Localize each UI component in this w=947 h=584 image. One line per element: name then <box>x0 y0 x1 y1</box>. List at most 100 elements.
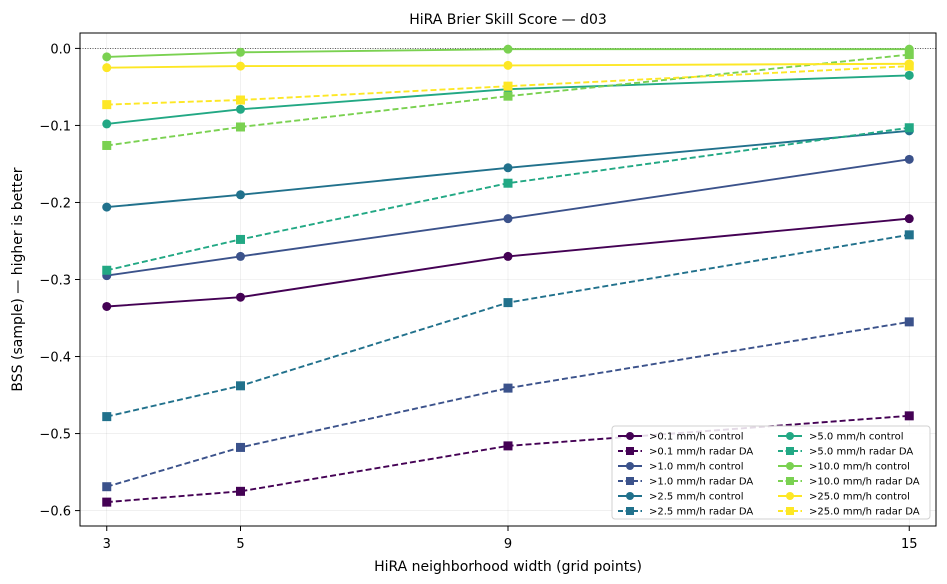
data-point-circle <box>503 163 513 173</box>
data-point-square <box>786 507 794 515</box>
legend-item: >0.1 mm/h radar DA <box>618 447 753 458</box>
x-tick-label: 5 <box>236 537 244 552</box>
data-point-square <box>102 140 112 150</box>
x-tick-label: 3 <box>103 537 111 552</box>
series <box>102 50 914 150</box>
legend-item: >1.0 mm/h control <box>618 462 744 473</box>
legend-item: >25.0 mm/h radar DA <box>778 507 920 518</box>
data-point-square <box>503 91 513 101</box>
series <box>102 70 914 129</box>
data-point-circle <box>102 202 112 212</box>
legend-item: >2.5 mm/h control <box>618 492 744 503</box>
legend-item: >2.5 mm/h radar DA <box>618 507 753 518</box>
series-line <box>106 217 910 308</box>
data-point-square <box>904 50 914 60</box>
legend-item: >25.0 mm/h control <box>778 492 910 503</box>
legend-label: >1.0 mm/h control <box>649 462 744 473</box>
legend-label: >5.0 mm/h radar DA <box>809 447 913 458</box>
data-point-circle <box>503 214 513 224</box>
data-point-square <box>102 497 112 507</box>
legend-label: >10.0 mm/h radar DA <box>809 477 920 488</box>
legend-item: >5.0 mm/h radar DA <box>778 447 913 458</box>
data-point-circle <box>236 251 245 261</box>
legend-item: >10.0 mm/h radar DA <box>778 477 920 488</box>
y-tick-label: −0.3 <box>39 274 71 289</box>
y-tick-label: −0.2 <box>39 196 71 211</box>
data-point-square <box>786 477 794 485</box>
data-point-circle <box>102 63 112 73</box>
data-point-circle <box>904 154 914 164</box>
series-line <box>106 74 910 125</box>
legend: >0.1 mm/h control >0.1 mm/h radar DA >1.0 … <box>611 425 931 520</box>
legend-label: >0.1 mm/h radar DA <box>649 447 753 458</box>
data-point-square <box>626 447 634 455</box>
data-point-circle <box>236 104 245 114</box>
data-point-square <box>503 441 513 451</box>
data-point-square <box>904 411 914 421</box>
legend-item: >0.1 mm/h control <box>618 432 744 443</box>
series-line <box>106 48 910 58</box>
data-point-circle <box>904 70 914 80</box>
legend-label: >10.0 mm/h control <box>809 462 910 473</box>
data-point-square <box>236 442 245 452</box>
series-line <box>106 53 910 147</box>
series-line <box>106 320 910 488</box>
data-point-square <box>904 61 914 71</box>
axes: 0.0 −0.1 −0.2 −0.3 −0.4 −0.5 −0.6 3 5 9 15 <box>39 42 917 552</box>
data-point-circle <box>503 251 513 261</box>
data-point-square <box>102 265 112 275</box>
legend-box <box>611 425 931 520</box>
data-point-circle <box>102 301 112 311</box>
series <box>102 123 914 275</box>
data-point-circle <box>904 214 914 224</box>
legend-item: >5.0 mm/h control <box>778 432 904 443</box>
data-point-circle <box>786 492 794 500</box>
legend-label: >1.0 mm/h radar DA <box>649 477 753 488</box>
legend-label: >25.0 mm/h control <box>809 492 910 503</box>
data-point-square <box>236 381 245 391</box>
series-line <box>106 233 910 418</box>
data-point-square <box>626 477 634 485</box>
series <box>102 317 914 492</box>
data-point-square <box>102 412 112 422</box>
data-point-circle <box>102 119 112 129</box>
legend-item: >1.0 mm/h radar DA <box>618 477 753 488</box>
y-tick-label: −0.1 <box>39 119 71 134</box>
data-point-square <box>503 178 513 188</box>
legend-label: >5.0 mm/h control <box>809 432 904 443</box>
data-point-square <box>786 447 794 455</box>
data-point-square <box>236 122 245 132</box>
data-point-square <box>503 383 513 393</box>
x-tick-label: 15 <box>901 537 918 552</box>
data-point-square <box>904 123 914 133</box>
data-point-square <box>236 95 245 105</box>
data-point-circle <box>786 432 794 440</box>
data-point-circle <box>503 60 513 70</box>
data-point-square <box>503 81 513 91</box>
data-point-circle <box>236 292 245 302</box>
x-tick-label: 9 <box>504 537 512 552</box>
data-point-square <box>102 482 112 492</box>
y-tick-label: −0.5 <box>39 428 71 443</box>
data-point-circle <box>626 432 634 440</box>
data-point-circle <box>236 190 245 200</box>
y-tick-label: 0.0 <box>50 42 71 57</box>
data-point-square <box>626 507 634 515</box>
legend-item: >10.0 mm/h control <box>778 462 910 473</box>
series-line <box>106 158 910 277</box>
y-tick-label: −0.4 <box>39 351 71 366</box>
data-point-circle <box>236 47 245 57</box>
data-point-square <box>503 298 513 308</box>
x-axis-label: HiRA neighborhood width (grid points) <box>374 559 642 575</box>
series <box>102 230 914 422</box>
data-point-square <box>236 486 245 496</box>
series <box>102 61 914 110</box>
series-line <box>106 65 910 106</box>
series-line <box>106 129 910 209</box>
legend-label: >2.5 mm/h control <box>649 492 744 503</box>
data-point-circle <box>236 61 245 71</box>
data-point-circle <box>102 52 112 62</box>
series-line <box>106 126 910 272</box>
chart-title: HiRA Brier Skill Score — d03 <box>409 12 607 28</box>
